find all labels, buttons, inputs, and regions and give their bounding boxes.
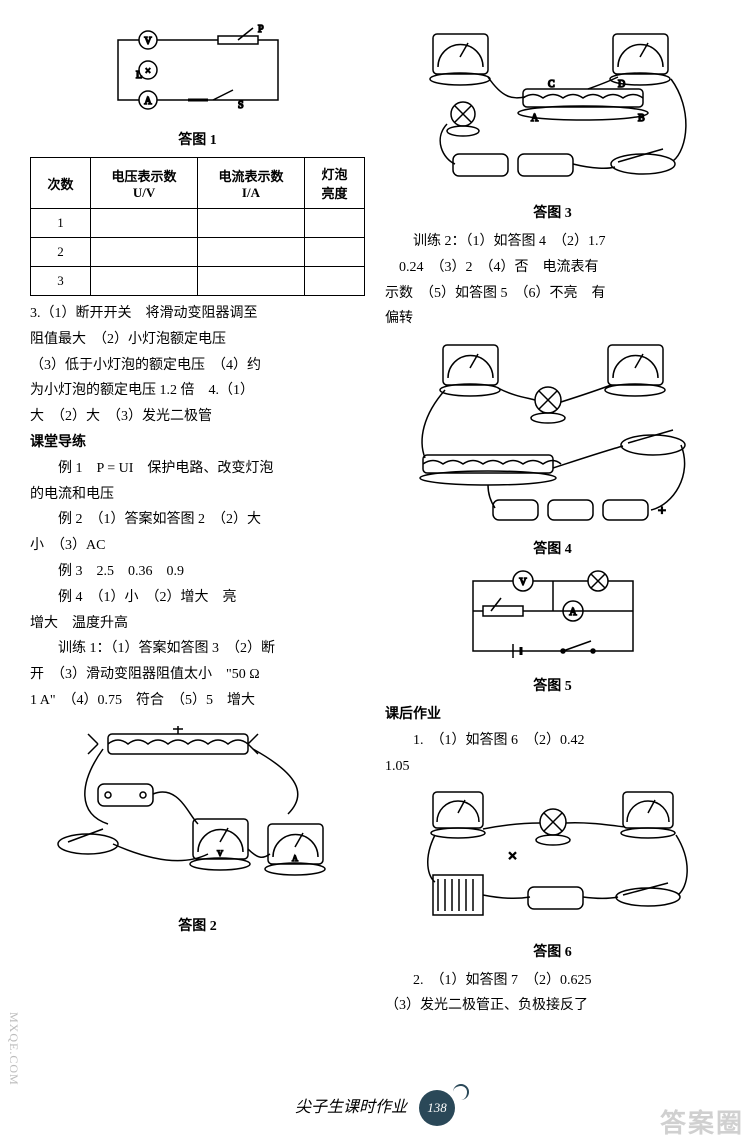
figure-3: AB CD bbox=[385, 26, 720, 196]
figure-4-caption: 答图 4 bbox=[385, 538, 720, 558]
figure-1-caption: 答图 1 bbox=[30, 129, 365, 149]
svg-text:A: A bbox=[569, 607, 577, 618]
figure-5: V A bbox=[385, 566, 720, 671]
figure-4: + bbox=[385, 337, 720, 532]
data-table: 次数 电压表示数 U/V 电流表示数 I/A 灯泡 亮度 1 2 3 bbox=[30, 157, 365, 296]
svg-text:×: × bbox=[508, 848, 517, 865]
footer-title: 尖子生课时作业 bbox=[295, 1099, 407, 1116]
left-body-text: 3.（1）断开开关 将滑动变阻器调至 阻值最大 （2）小灯泡额定电压 （3）低于… bbox=[30, 302, 365, 713]
figure-1: V × L A P S bbox=[30, 20, 365, 125]
figure-6-caption: 答图 6 bbox=[385, 941, 720, 961]
svg-text:×: × bbox=[145, 66, 151, 77]
section-heading-homework: 课后作业 bbox=[385, 703, 720, 727]
svg-text:D: D bbox=[618, 79, 625, 90]
th-current: 电流表示数 I/A bbox=[198, 158, 305, 209]
svg-text:C: C bbox=[548, 79, 555, 90]
svg-text:L: L bbox=[136, 70, 142, 81]
page-footer: 尖子生课时作业 138 bbox=[0, 1090, 750, 1126]
svg-text:V: V bbox=[217, 849, 223, 858]
figure-5-caption: 答图 5 bbox=[385, 675, 720, 695]
svg-text:A: A bbox=[144, 96, 152, 107]
watermark-right: 答案圈 bbox=[660, 1103, 744, 1140]
svg-text:V: V bbox=[519, 577, 527, 588]
watermark-left: MXQE.COM bbox=[6, 1012, 21, 1086]
svg-text:S: S bbox=[238, 100, 244, 111]
figure-3-caption: 答图 3 bbox=[385, 202, 720, 222]
page-number-badge: 138 bbox=[419, 1090, 455, 1126]
figure-2-caption: 答图 2 bbox=[30, 915, 365, 935]
section-heading-classroom: 课堂导练 bbox=[30, 431, 365, 455]
svg-text:P: P bbox=[258, 24, 264, 35]
right-body-text-1: 训练 2：（1）如答图 4 （2）1.7 0.24 （3）2 （4）否 电流表有… bbox=[385, 230, 720, 331]
th-brightness: 灯泡 亮度 bbox=[304, 158, 364, 209]
th-index: 次数 bbox=[31, 158, 91, 209]
right-body-text-3: 2. （1）如答图 7 （2）0.625 （3）发光二极管正、负极接反了 bbox=[385, 969, 720, 1019]
svg-text:A: A bbox=[292, 854, 298, 863]
svg-text:B: B bbox=[638, 113, 645, 124]
svg-text:V: V bbox=[144, 36, 152, 47]
right-body-text-2: 课后作业 1. （1）如答图 6 （2）0.42 1.05 bbox=[385, 703, 720, 778]
figure-6: × bbox=[385, 785, 720, 935]
th-voltage: 电压表示数 U/V bbox=[91, 158, 198, 209]
figure-2: V A bbox=[30, 719, 365, 909]
